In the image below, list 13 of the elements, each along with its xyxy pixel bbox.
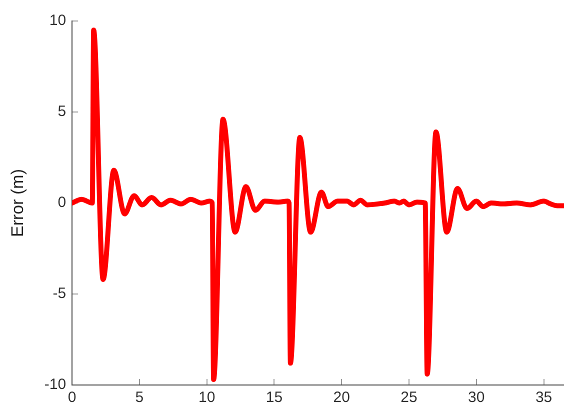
y-tick-label: -5	[52, 285, 66, 302]
x-tick-label: 15	[266, 389, 283, 406]
y-tick-label: 5	[58, 103, 66, 120]
x-tick-label: 35	[535, 389, 552, 406]
y-tick-label: 10	[49, 12, 66, 30]
x-tick-label: 25	[400, 389, 418, 406]
y-tick-label: 0	[58, 194, 66, 212]
x-tick-label: 10	[198, 389, 216, 406]
y-tick-label: -10	[44, 376, 66, 394]
x-tick-label: 20	[333, 389, 350, 406]
x-tick-label: 5	[135, 389, 144, 406]
x-tick-label: 30	[468, 389, 485, 406]
y-axis-title: Error (m)	[8, 169, 27, 237]
